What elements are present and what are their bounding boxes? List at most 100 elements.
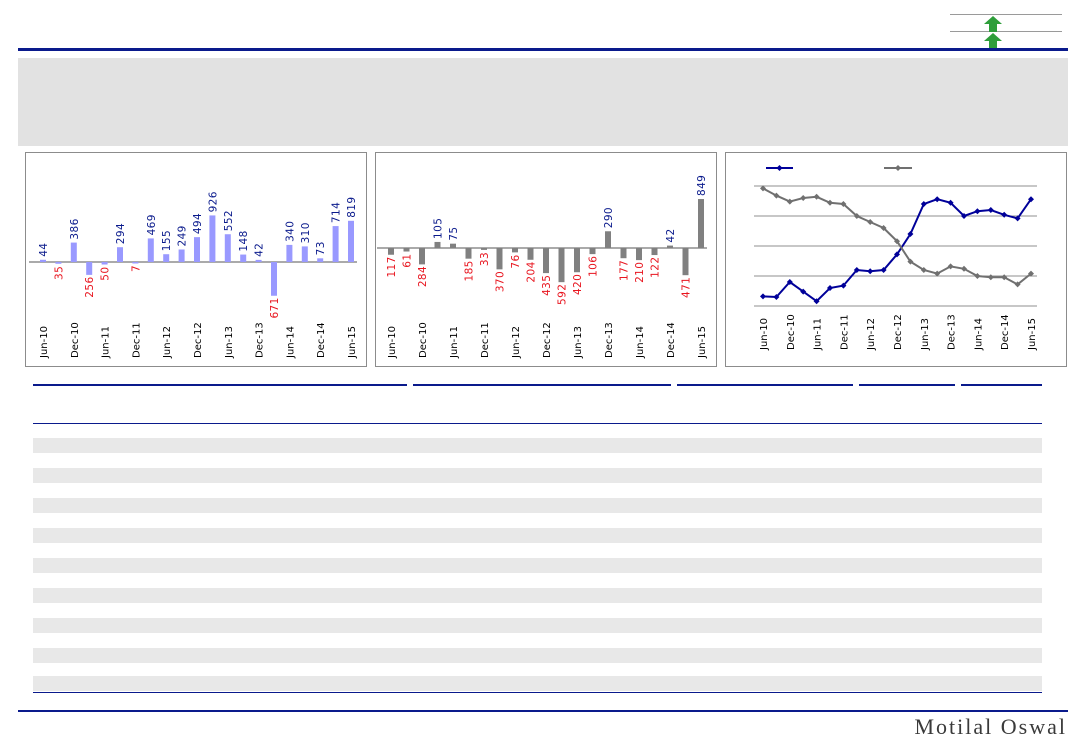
data-label: 42 (665, 228, 677, 242)
data-label: 471 (681, 277, 693, 298)
bar (527, 248, 534, 260)
series-2-point (773, 192, 780, 199)
series-1-point (920, 201, 927, 207)
x-tick-label: Dec-11 (480, 322, 491, 358)
table-row (33, 558, 1042, 573)
x-tick-label: Jun-11 (449, 326, 460, 359)
x-tick-label: Dec-14 (1000, 314, 1011, 350)
series-1-point (947, 199, 954, 206)
data-label: 117 (386, 256, 398, 277)
series-2-point (813, 193, 820, 200)
x-tick-label: Dec-13 (947, 314, 958, 350)
table-row (33, 528, 1042, 543)
bar (194, 237, 200, 262)
data-label: 284 (417, 266, 429, 287)
data-label: 122 (650, 257, 662, 278)
x-tick-label: Dec-12 (542, 322, 553, 358)
series-1-point (934, 196, 941, 203)
data-label: 249 (177, 225, 189, 246)
bar (224, 234, 231, 262)
bar (332, 226, 339, 262)
chart-panel-2: 117 61 284 105 75 185 33 370 76 204 435 592 420 106 29… (375, 152, 717, 367)
legend-marker-series-2 (895, 165, 901, 171)
bar (543, 248, 549, 274)
bar (698, 199, 704, 248)
x-tick-label: Dec-10 (786, 314, 797, 350)
data-label: 256 (84, 276, 96, 297)
series-1-point (1014, 215, 1021, 222)
data-label: 210 (634, 262, 646, 283)
series-1-point (987, 207, 994, 213)
data-label: 50 (100, 267, 112, 281)
x-tick-label: Dec-12 (893, 314, 904, 350)
bar (605, 231, 611, 248)
table-header-rule (677, 384, 853, 386)
bar (209, 215, 216, 262)
series-1-point (961, 213, 967, 219)
series-2-point (974, 273, 981, 279)
series-1-point (894, 251, 900, 258)
series-1-point (880, 267, 887, 273)
data-label: 926 (207, 191, 219, 212)
series-2-point (840, 201, 847, 207)
bar (388, 248, 394, 255)
series-2-point (1014, 281, 1021, 288)
data-label: 340 (284, 221, 296, 242)
series-2-point (934, 270, 941, 277)
indicator-rule (950, 31, 1062, 32)
header-indicators (950, 14, 1062, 50)
line-chart: Jun-10 Dec-10 Jun-11 Dec-11 Jun-12 Dec-12 Jun-… (754, 165, 1038, 351)
series-2-line (762, 187, 1032, 286)
x-tick-label: Dec-14 (316, 322, 327, 358)
data-label: 61 (402, 254, 414, 268)
series-2-point (800, 195, 807, 201)
data-label: 849 (696, 175, 708, 196)
x-tick-label: Jun-15 (697, 326, 708, 359)
series-1-point (800, 288, 807, 295)
summary-banner (18, 58, 1068, 146)
bar (240, 254, 247, 262)
table-row (33, 618, 1042, 633)
table-row (33, 588, 1042, 603)
x-tick-label: Dec-11 (839, 314, 850, 350)
data-label: 714 (331, 202, 343, 223)
series-1-point (786, 279, 793, 285)
series-2-point (1001, 274, 1008, 281)
bar (255, 259, 262, 262)
x-tick-label: Jun-10 (387, 326, 398, 359)
series-1-point (827, 285, 833, 291)
series-1-point (1028, 196, 1034, 203)
x-tick-label: Dec-10 (418, 322, 429, 358)
x-tick-label: Jun-10 (759, 318, 770, 351)
series-1-point (1001, 211, 1008, 218)
data-label: 552 (223, 210, 235, 231)
brand-logo: Motilal Oswal (914, 714, 1067, 739)
table-header-rule (961, 384, 1042, 386)
bar (481, 248, 487, 250)
bar (163, 254, 170, 262)
x-tick-label: Dec-13 (604, 322, 615, 358)
data-label: 73 (315, 241, 327, 255)
data-label: 469 (146, 214, 158, 235)
data-label: 310 (300, 222, 312, 243)
series-1-point (853, 267, 860, 273)
data-label: 177 (619, 260, 631, 281)
data-label: 671 (269, 297, 281, 318)
series-2-point (827, 199, 833, 206)
series-1-point (867, 268, 874, 275)
series-1-point (974, 208, 981, 215)
x-tick-label: Dec-13 (255, 322, 266, 358)
bar (558, 248, 565, 283)
series-1-line (762, 198, 1032, 303)
legend-marker-series-1 (776, 165, 783, 171)
series-1-point (813, 298, 820, 305)
bar (40, 259, 46, 262)
x-tick-label: Jun-13 (224, 326, 235, 359)
bar (574, 248, 580, 273)
x-tick-label: Jun-15 (347, 326, 358, 359)
table-row (33, 468, 1042, 483)
data-label: 75 (448, 227, 460, 241)
series-2-point (920, 267, 927, 273)
data-label: 370 (495, 271, 507, 292)
